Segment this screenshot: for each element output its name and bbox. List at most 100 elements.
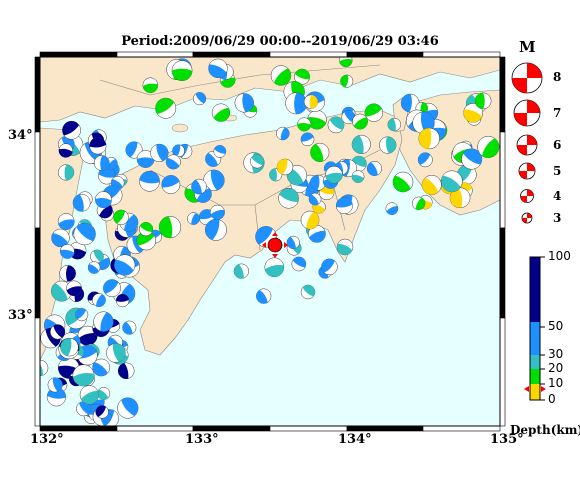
earthquake-marker [418, 127, 440, 150]
earthquake-marker [278, 187, 299, 209]
earthquake-marker [233, 263, 249, 279]
earthquake-marker [203, 169, 225, 192]
magnitude-label: 6 [553, 138, 562, 152]
earthquake-marker [400, 93, 420, 113]
earthquake-marker [172, 144, 185, 158]
earthquake-marker [115, 293, 130, 308]
longitude-tick: 133° [185, 432, 219, 447]
magnitude-label: 8 [553, 70, 562, 84]
earthquake-marker [161, 175, 181, 194]
earthquake-marker [341, 110, 356, 125]
earthquake-marker [92, 358, 110, 377]
earthquake-marker [150, 143, 169, 163]
magnitude-label: 4 [553, 189, 562, 203]
magnitude-label: 5 [553, 164, 562, 178]
earthquake-marker [463, 103, 483, 123]
earthquake-marker [117, 397, 139, 419]
frame-segment [192, 425, 271, 432]
earthquake-marker [125, 141, 143, 159]
frame-segment [269, 51, 348, 58]
earthquake-marker [93, 155, 110, 171]
magnitude-label: 7 [553, 106, 562, 120]
earthquake-marker [89, 137, 107, 155]
earthquake-marker [340, 74, 354, 88]
frame-segment [499, 131, 506, 229]
frame-segment [422, 51, 501, 58]
island [171, 123, 189, 133]
earthquake-marker [285, 92, 308, 115]
earthquake-marker [417, 152, 433, 168]
earthquake-marker [62, 120, 81, 140]
earthquake-marker [191, 178, 207, 195]
earthquake-marker [234, 93, 254, 113]
earthquake-marker [171, 60, 193, 82]
earthquake-marker [291, 256, 307, 272]
depth-colorbar [524, 256, 546, 401]
frame-segment [116, 51, 194, 58]
earthquake-marker [73, 222, 96, 246]
earthquake-marker [50, 324, 66, 340]
earthquake-marker [122, 320, 137, 335]
earthquake-marker [138, 221, 154, 237]
earthquake-marker [300, 284, 316, 300]
latitude-tick: 33° [8, 308, 33, 323]
map-frame [34, 51, 506, 432]
earthquake-marker [303, 94, 319, 109]
earthquake-marker [79, 385, 99, 405]
earthquake-marker [351, 134, 371, 154]
earthquake-marker [385, 202, 399, 216]
frame-segment [346, 425, 424, 432]
earthquake-marker [77, 325, 98, 346]
earthquake-marker [351, 170, 365, 183]
frame-segment [34, 56, 41, 133]
latitude-tick: 34° [8, 128, 33, 143]
earthquake-marker [308, 225, 326, 243]
frame-segment [499, 317, 506, 427]
earthquake-marker [213, 145, 227, 158]
earthquake-marker [205, 218, 227, 241]
earthquake-marker [158, 216, 182, 239]
earthquake-marker [392, 171, 414, 193]
earthquake-marker [72, 193, 91, 212]
frame-segment [192, 51, 271, 58]
earthquake-marker [139, 170, 160, 192]
earthquake-marker [92, 293, 106, 308]
longitude-tick: 134° [338, 432, 372, 447]
earthquake-marker [72, 364, 95, 387]
depth-tick-label: 50 [548, 319, 564, 333]
frame-segment [269, 425, 348, 432]
earthquake-marker [95, 191, 112, 209]
earthquake-marker [51, 228, 70, 248]
earthquake-marker [308, 192, 322, 206]
depth-unit-label: Depth(km) [510, 423, 580, 437]
earthquake-marker [335, 197, 353, 215]
earthquake-marker [364, 103, 383, 122]
earthquake-marker [47, 377, 63, 393]
magnitude-legend-header: M [519, 38, 536, 56]
depth-tick-label: 10 [548, 376, 564, 390]
earthquake-marker [297, 117, 312, 132]
latest-event-marker [262, 232, 288, 258]
frame-segment [39, 425, 118, 432]
earthquake-marker [66, 280, 82, 297]
earthquake-marker [208, 58, 228, 79]
earthquake-marker [57, 164, 75, 181]
earthquake-marker [103, 279, 121, 298]
earthquake-marker [327, 116, 345, 134]
earthquake-marker [477, 135, 500, 158]
earthquake-marker [310, 142, 330, 162]
earthquake-marker [93, 311, 114, 332]
earthquake-marker [90, 249, 104, 264]
depth-tick-label: 20 [548, 361, 564, 375]
earthquake-marker [336, 238, 354, 256]
land-chugoku [40, 57, 500, 123]
magnitude-label: 3 [553, 211, 562, 225]
earthquake-marker [339, 57, 353, 68]
earthquake-marker [209, 204, 225, 220]
earthquake-marker [421, 174, 442, 195]
earthquake-marker [270, 65, 292, 86]
frame-segment [39, 51, 118, 58]
earthquake-marker [58, 143, 73, 158]
earthquake-marker [76, 401, 92, 417]
